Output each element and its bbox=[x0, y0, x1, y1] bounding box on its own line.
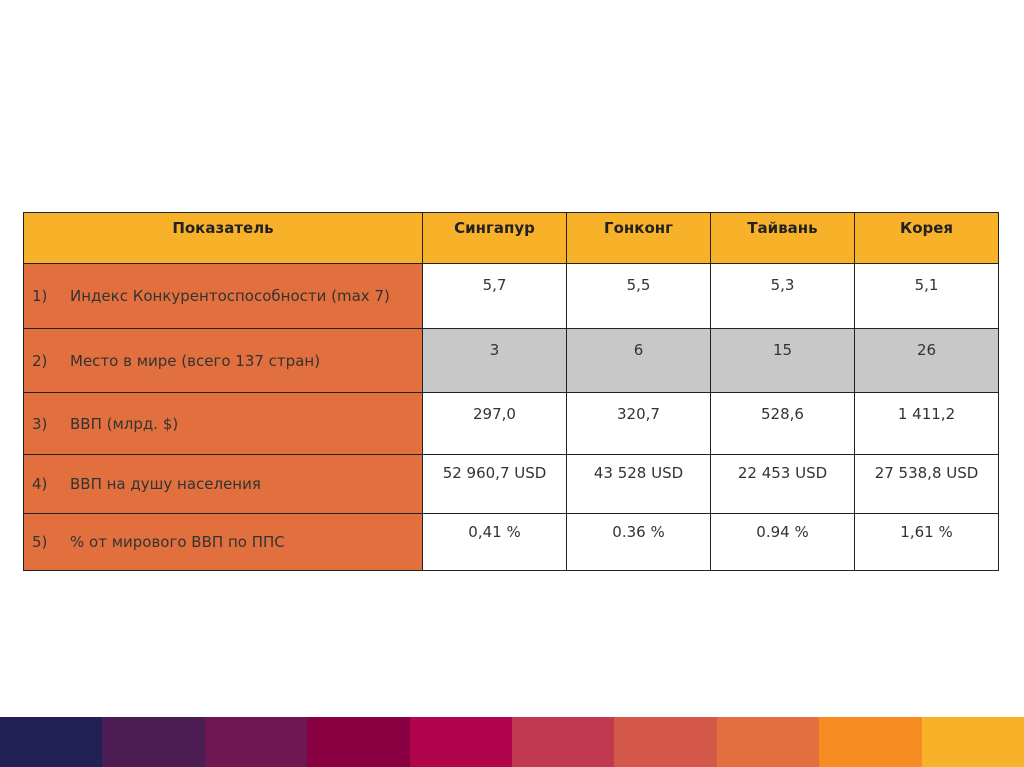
header-indicator: Показатель bbox=[23, 212, 423, 264]
value-cell: 6 bbox=[566, 328, 711, 393]
row-number: 4) bbox=[32, 475, 48, 493]
header-korea: Корея bbox=[854, 212, 999, 264]
value-cell: 5,7 bbox=[422, 263, 567, 329]
color-band bbox=[307, 717, 410, 767]
row-label: 2) Место в мире (всего 137 стран) bbox=[23, 328, 423, 393]
value-cell: 26 bbox=[854, 328, 999, 393]
color-band bbox=[614, 717, 717, 767]
row-number: 1) bbox=[32, 287, 48, 305]
row-label: 4) ВВП на душу населения bbox=[23, 454, 423, 514]
color-band bbox=[0, 717, 103, 767]
row-label-text: Место в мире (всего 137 стран) bbox=[70, 351, 321, 370]
color-band bbox=[921, 717, 1024, 767]
row-number: 2) bbox=[32, 351, 48, 370]
value-cell: 0,41 % bbox=[422, 513, 567, 571]
value-cell: 3 bbox=[422, 328, 567, 393]
color-band bbox=[409, 717, 513, 767]
row-label: 5) % от мирового ВВП по ППС bbox=[23, 513, 423, 571]
value-cell: 297,0 bbox=[422, 392, 567, 455]
value-cell: 1 411,2 bbox=[854, 392, 999, 455]
value-cell: 0.94 % bbox=[710, 513, 855, 571]
value-cell: 320,7 bbox=[566, 392, 711, 455]
value-cell: 5,1 bbox=[854, 263, 999, 329]
decorative-color-bands bbox=[0, 717, 1024, 767]
table-row: 3) ВВП (млрд. $) 297,0 320,7 528,6 1 411,2 bbox=[23, 392, 999, 455]
value-cell: 22 453 USD bbox=[710, 454, 855, 514]
value-cell: 43 528 USD bbox=[566, 454, 711, 514]
row-label-text: ВВП на душу населения bbox=[70, 475, 261, 493]
row-number: 3) bbox=[32, 414, 48, 433]
header-hongkong: Гонконг bbox=[566, 212, 711, 264]
value-cell: 27 538,8 USD bbox=[854, 454, 999, 514]
color-band bbox=[204, 717, 308, 767]
table-row: 1) Индекс Конкурентоспособности (max 7) 5,… bbox=[23, 263, 999, 329]
row-label: 3) ВВП (млрд. $) bbox=[23, 392, 423, 455]
value-cell: 15 bbox=[710, 328, 855, 393]
row-label-text: Индекс Конкурентоспособности (max 7) bbox=[70, 287, 390, 305]
table-row: 5) % от мирового ВВП по ППС 0,41 % 0.36 % 0.… bbox=[23, 513, 999, 571]
comparison-table: Показатель Сингапур Гонконг Тайвань Коре… bbox=[23, 212, 999, 571]
value-cell: 528,6 bbox=[710, 392, 855, 455]
value-cell: 52 960,7 USD bbox=[422, 454, 567, 514]
row-label: 1) Индекс Конкурентоспособности (max 7) bbox=[23, 263, 423, 329]
color-band bbox=[819, 717, 922, 767]
color-band bbox=[716, 717, 820, 767]
color-band bbox=[102, 717, 205, 767]
table-row: 4) ВВП на душу населения 52 960,7 USD 43 52… bbox=[23, 454, 999, 514]
header-taiwan: Тайвань bbox=[710, 212, 855, 264]
value-cell: 5,3 bbox=[710, 263, 855, 329]
row-number: 5) bbox=[32, 533, 48, 551]
header-row: Показатель Сингапур Гонконг Тайвань Коре… bbox=[23, 212, 999, 264]
row-label-text: % от мирового ВВП по ППС bbox=[70, 533, 285, 551]
value-cell: 0.36 % bbox=[566, 513, 711, 571]
value-cell: 1,61 % bbox=[854, 513, 999, 571]
table-row: 2) Место в мире (всего 137 стран) 3 6 15 26 bbox=[23, 328, 999, 393]
value-cell: 5,5 bbox=[566, 263, 711, 329]
row-label-text: ВВП (млрд. $) bbox=[70, 414, 179, 433]
color-band bbox=[512, 717, 615, 767]
header-singapore: Сингапур bbox=[422, 212, 567, 264]
